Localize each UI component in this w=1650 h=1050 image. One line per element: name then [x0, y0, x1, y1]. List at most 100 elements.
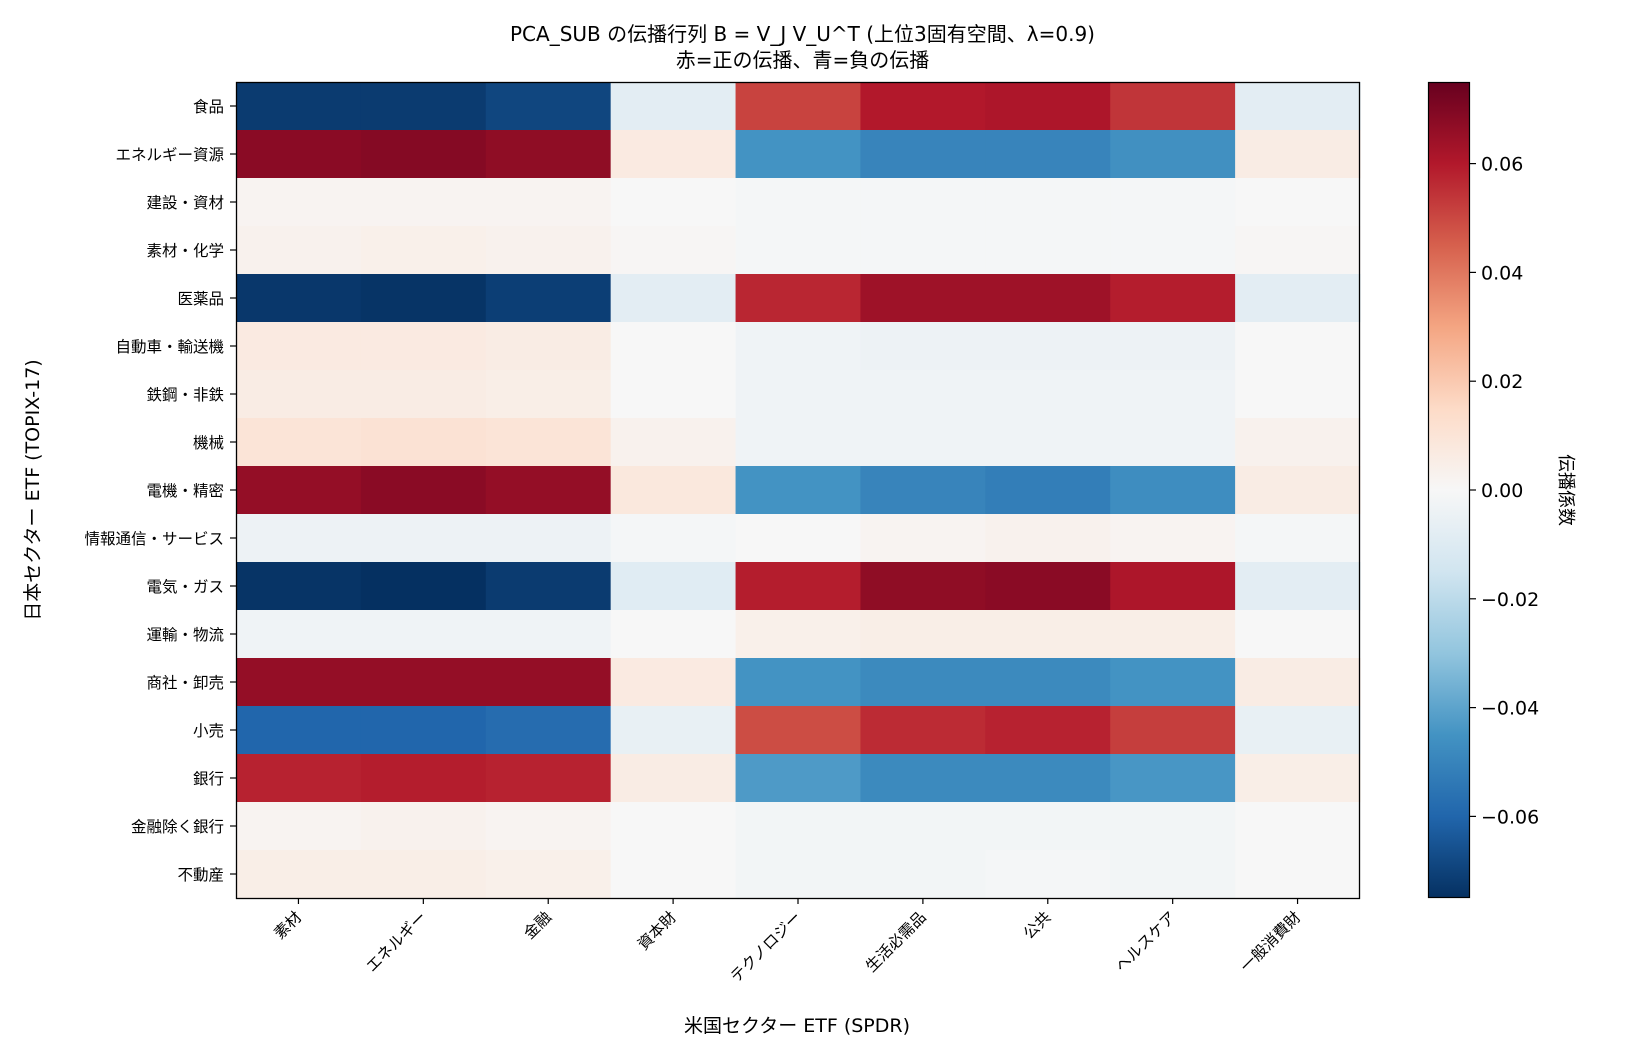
heatmap-cell: [236, 706, 362, 755]
heatmap-cell: [735, 130, 862, 179]
y-tick-label: 機械: [193, 434, 224, 452]
heatmap-cell: [860, 370, 986, 419]
heatmap-cell: [860, 610, 986, 659]
heatmap-cell: [236, 754, 362, 803]
y-tick-label: 不動産: [177, 866, 224, 884]
heatmap-cell: [735, 226, 862, 275]
heatmap-cell: [485, 226, 612, 275]
heatmap-cell: [1110, 802, 1236, 851]
x-tick-label: 金融: [520, 908, 555, 943]
y-tick-label: 銀行: [193, 770, 224, 788]
heatmap-cell: [860, 514, 986, 563]
heatmap-cells: [236, 82, 1361, 899]
x-axis-ticks: 素材 エネルギー 金融 資本財 テクノロジー 生活必需品 公共 ヘルスケア 一般消費財: [271, 898, 1304, 986]
y-axis-ticks: 食品エネルギー資源建設・資材素材・化学医薬品自動車・輸送機鉄鋼・非鉄機械電機・精…: [84, 98, 236, 884]
heatmap-cell: [610, 754, 737, 803]
y-axis-label: 日本セクター ETF (TOPIX-17): [22, 359, 44, 620]
heatmap-cell: [860, 226, 986, 275]
colorbar-frame: [1427, 81, 1471, 899]
heatmap-cell: [735, 178, 862, 227]
y-tick-label: 小売: [193, 722, 224, 740]
heatmap-cell: [485, 850, 612, 899]
y-tick-label: エネルギー資源: [115, 146, 224, 164]
heatmap-cell: [360, 274, 487, 323]
heatmap-cell: [485, 754, 612, 803]
heatmap-cell: [1110, 850, 1236, 899]
heatmap-cell: [860, 178, 986, 227]
heatmap-cell: [1110, 322, 1236, 371]
heatmap-cell: [236, 610, 362, 659]
heatmap-cell: [236, 802, 362, 851]
heatmap-cell: [1235, 226, 1361, 275]
heatmap-cell: [236, 850, 362, 899]
heatmap-cell: [610, 514, 737, 563]
y-tick-label: 電機・精密: [146, 482, 224, 500]
heatmap-cell: [735, 754, 862, 803]
heatmap-cell: [1110, 706, 1236, 755]
heatmap-cell: [1235, 706, 1361, 755]
heatmap-cell: [1235, 322, 1361, 371]
heatmap-cell: [610, 82, 737, 131]
y-tick-label: 建設・資材: [146, 194, 224, 212]
heatmap-cell: [1235, 130, 1361, 179]
heatmap-cell: [360, 706, 487, 755]
heatmap-cell: [985, 226, 1111, 275]
heatmap-cell: [485, 130, 612, 179]
heatmap-cell: [236, 178, 362, 227]
heatmap-cell: [1110, 370, 1236, 419]
heatmap-cell: [485, 562, 612, 611]
heatmap-cell: [985, 802, 1111, 851]
heatmap-cell: [1110, 514, 1236, 563]
heatmap-cell: [236, 658, 362, 707]
colorbar-tick-label: 0.02: [1481, 371, 1523, 393]
heatmap-cell: [360, 562, 487, 611]
heatmap-cell: [236, 274, 362, 323]
heatmap-cell: [1110, 418, 1236, 467]
heatmap-cell: [735, 562, 862, 611]
colorbar-label: 伝播係数: [1555, 454, 1576, 526]
heatmap-cell: [860, 706, 986, 755]
heatmap-cell: [735, 466, 862, 515]
heatmap-cell: [735, 658, 862, 707]
heatmap-cell: [985, 706, 1111, 755]
chart-title: PCA_SUB の伝播行列 B = V_J V_U^T (上位3固有空間、λ=0…: [510, 22, 1095, 46]
heatmap-cell: [236, 370, 362, 419]
heatmap-cell: [1110, 658, 1236, 707]
heatmap-cell: [735, 418, 862, 467]
heatmap-cell: [735, 850, 862, 899]
heatmap-cell: [610, 658, 737, 707]
heatmap-cell: [735, 706, 862, 755]
heatmap-cell: [360, 82, 487, 131]
heatmap-cell: [610, 226, 737, 275]
colorbar-tick-label: 0.00: [1481, 480, 1523, 502]
heatmap-cell: [610, 466, 737, 515]
heatmap-cell: [860, 418, 986, 467]
heatmap-cell: [610, 370, 737, 419]
heatmap-cell: [360, 466, 487, 515]
heatmap-cell: [1110, 466, 1236, 515]
heatmap-cell: [735, 274, 862, 323]
heatmap-cell: [485, 658, 612, 707]
y-tick-label: 食品: [193, 98, 224, 116]
heatmap-cell: [236, 466, 362, 515]
heatmap-cell: [485, 610, 612, 659]
heatmap-cell: [985, 370, 1111, 419]
x-tick-label: 資本財: [634, 908, 680, 954]
heatmap-cell: [985, 466, 1111, 515]
heatmap-cell: [360, 802, 487, 851]
x-axis-label: 米国セクター ETF (SPDR): [684, 1015, 910, 1037]
heatmap-cell: [1110, 82, 1236, 131]
heatmap-cell: [985, 274, 1111, 323]
heatmap-cell: [985, 850, 1111, 899]
heatmap-cell: [860, 466, 986, 515]
heatmap-cell: [1235, 514, 1361, 563]
heatmap-cell: [485, 322, 612, 371]
heatmap-cell: [485, 370, 612, 419]
heatmap-cell: [610, 322, 737, 371]
heatmap-cell: [610, 274, 737, 323]
heatmap-cell: [860, 274, 986, 323]
heatmap-cell: [1235, 802, 1361, 851]
heatmap-cell: [360, 514, 487, 563]
heatmap-cell: [860, 562, 986, 611]
